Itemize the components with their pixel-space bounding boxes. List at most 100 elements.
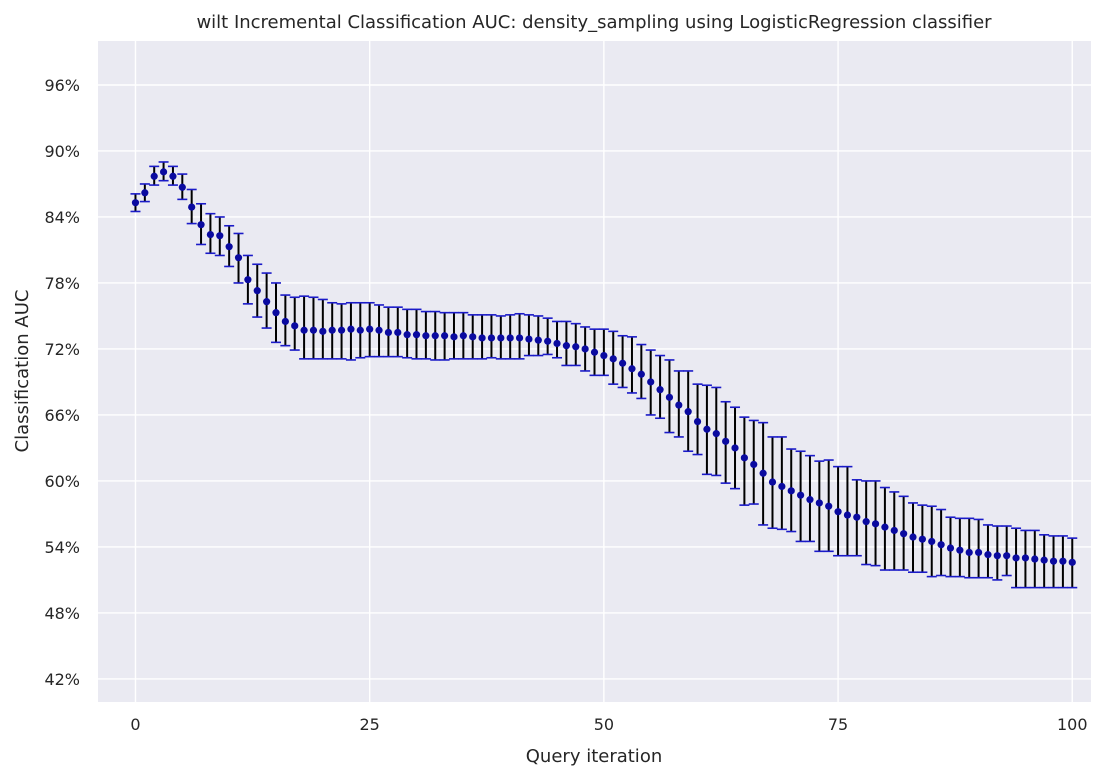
data-point (600, 351, 608, 360)
data-point (937, 541, 945, 549)
data-point (984, 551, 992, 559)
data-point (375, 326, 383, 334)
data-point (815, 499, 823, 507)
x-tick-labels: 0 25 50 75 100 (130, 715, 1087, 734)
data-point (394, 328, 402, 337)
data-point (562, 342, 570, 350)
y-tick-label: 72% (44, 340, 80, 359)
data-point (778, 482, 786, 491)
data-point (1068, 558, 1076, 566)
y-tick-label: 90% (44, 142, 80, 161)
x-tick-label: 25 (359, 715, 379, 734)
data-point (459, 332, 467, 340)
data-point (159, 168, 168, 176)
data-point (740, 454, 748, 462)
x-axis-label: Query iteration (526, 746, 662, 767)
data-point (131, 199, 140, 207)
data-point (918, 535, 926, 543)
data-point (1059, 557, 1067, 565)
data-point (366, 325, 374, 333)
data-point (1003, 552, 1011, 560)
x-tick-label: 50 (594, 715, 614, 734)
data-point (544, 337, 552, 345)
data-point (768, 478, 777, 486)
data-point (469, 333, 477, 341)
data-point (441, 332, 449, 340)
data-point (337, 326, 346, 334)
data-point (787, 487, 795, 495)
chart-title: wilt Incremental Classification AUC: den… (196, 12, 992, 33)
data-point (1021, 554, 1030, 562)
data-point (525, 335, 533, 343)
x-tick-label: 0 (130, 715, 140, 734)
data-point (693, 417, 702, 426)
data-point (684, 408, 692, 416)
data-points (131, 168, 1076, 566)
data-point (244, 276, 252, 284)
data-point (234, 254, 243, 262)
data-point (263, 298, 271, 306)
data-point (946, 544, 955, 552)
data-point (178, 183, 186, 191)
data-point (206, 230, 215, 239)
data-point (806, 496, 814, 504)
data-point (356, 326, 364, 334)
data-point (890, 526, 898, 535)
data-point (796, 491, 805, 499)
data-point (197, 221, 205, 229)
data-point (703, 425, 711, 433)
data-point (834, 508, 842, 516)
y-tick-label: 96% (44, 76, 80, 95)
data-point (1049, 557, 1058, 565)
data-point (1040, 556, 1048, 564)
data-point (956, 546, 964, 554)
data-point (825, 502, 833, 510)
data-point (750, 460, 758, 469)
data-point (534, 336, 542, 344)
data-point (309, 326, 318, 334)
data-point (384, 328, 393, 337)
data-point (506, 334, 514, 342)
data-point (609, 355, 617, 363)
y-tick-label: 84% (44, 208, 80, 227)
data-point (722, 437, 730, 445)
grid-lines (98, 41, 1091, 702)
data-point (169, 172, 177, 180)
y-tick-label: 66% (44, 406, 80, 425)
data-point (431, 332, 439, 340)
x-tick-label: 75 (828, 715, 848, 734)
data-point (862, 518, 870, 526)
data-point (403, 331, 411, 339)
data-point (637, 370, 645, 378)
data-point (225, 243, 233, 251)
data-point (272, 309, 280, 317)
data-point (731, 444, 739, 452)
data-point (1031, 555, 1039, 563)
data-point (590, 348, 599, 356)
y-tick-label: 48% (44, 604, 80, 623)
data-point (188, 203, 196, 211)
data-point (974, 548, 983, 557)
data-point (319, 327, 327, 335)
data-point (150, 172, 158, 180)
data-point (141, 189, 149, 197)
data-point (909, 533, 917, 541)
data-point (759, 469, 767, 477)
data-point (928, 537, 936, 546)
data-point (478, 334, 486, 342)
y-tick-label: 78% (44, 274, 80, 293)
data-point (843, 511, 852, 519)
data-point (853, 513, 861, 521)
data-point (328, 326, 336, 334)
data-point (1012, 554, 1020, 562)
data-point (581, 345, 589, 353)
y-tick-label: 42% (44, 670, 80, 689)
y-tick-label: 60% (44, 472, 80, 491)
y-tick-label: 54% (44, 538, 80, 557)
data-point (675, 401, 683, 409)
data-point (647, 378, 655, 386)
data-point (572, 343, 580, 351)
data-point (450, 333, 458, 341)
data-point (412, 331, 421, 339)
